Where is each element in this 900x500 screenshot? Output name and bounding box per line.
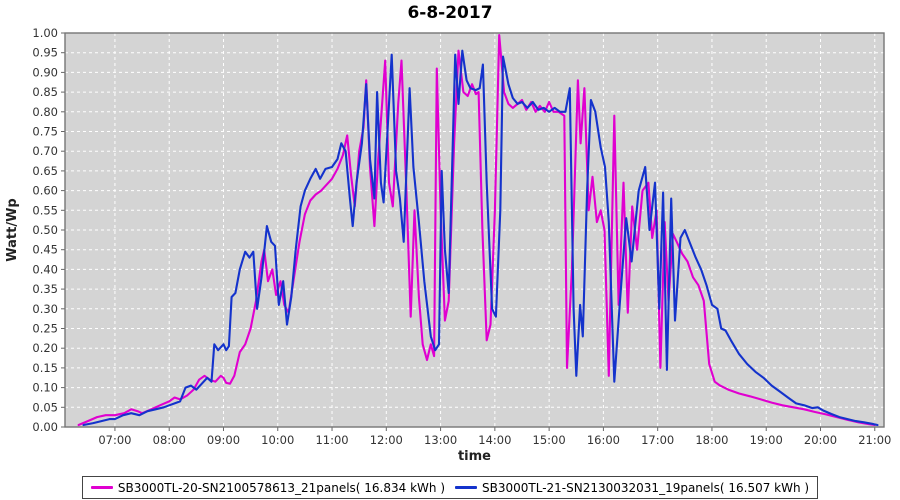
x-tick-label: 09:00 <box>207 433 240 447</box>
y-tick-label: 0.95 <box>32 46 58 60</box>
y-tick-label: 0.55 <box>32 203 58 217</box>
chart-svg: 0.00 0.05 0.10 0.15 0.20 0.25 0.30 0.35 0.40 0.45… <box>5 26 891 464</box>
y-tick-label: 0.30 <box>32 302 58 316</box>
x-tick-label: 16:00 <box>587 433 620 447</box>
plot-border <box>64 32 885 428</box>
x-tick-label: 20:00 <box>804 433 837 447</box>
x-tick-label: 17:00 <box>641 433 674 447</box>
x-tick-label: 07:00 <box>98 433 131 447</box>
y-tick-label: 0.60 <box>32 184 58 198</box>
x-tick-label: 18:00 <box>695 433 728 447</box>
y-tick-label: 0.85 <box>32 85 58 99</box>
legend: SB3000TL-20-SN2100578613_21panels( 16.83… <box>0 476 900 499</box>
x-tick-label: 15:00 <box>533 433 566 447</box>
y-tick-label: 0.10 <box>32 381 58 395</box>
legend-item-label: SB3000TL-20-SN2100578613_21panels( 16.83… <box>117 480 445 495</box>
y-tick-label: 0.65 <box>32 164 58 178</box>
x-axis-label: time <box>458 449 491 464</box>
series-line-blue <box>82 49 879 427</box>
y-tick-label: 0.35 <box>32 282 58 296</box>
y-tick-label: 0.40 <box>32 262 58 276</box>
x-tick-label: 14:00 <box>478 433 511 447</box>
legend-item-magenta: SB3000TL-20-SN2100578613_21panels( 16.83… <box>90 480 445 495</box>
y-tick-label: 0.25 <box>32 322 58 336</box>
chart-title: 6-8-2017 <box>407 3 493 23</box>
legend-item-blue: SB3000TL-21-SN2130032031_19panels( 16.50… <box>455 481 809 495</box>
x-tick-label: 21:00 <box>858 433 891 447</box>
series-line-magenta <box>77 33 876 427</box>
y-tick-label: 0.45 <box>32 243 58 257</box>
y-axis-label: Watt/Wp <box>5 198 20 261</box>
y-tick-label: 0.00 <box>32 420 58 434</box>
y-tick-label: 0.80 <box>32 105 58 119</box>
y-tick-label: 0.70 <box>32 144 58 158</box>
y-tick-label: 0.15 <box>32 361 58 375</box>
x-tick-label: 11:00 <box>315 433 348 447</box>
y-tick-label: 0.05 <box>32 400 58 414</box>
legend-line-swatch-blue <box>455 486 477 489</box>
x-tick-label: 10:00 <box>261 433 294 447</box>
y-tick-label: 0.90 <box>32 65 58 79</box>
y-tick-label: 1.00 <box>32 26 58 40</box>
y-tick-label: 0.50 <box>32 223 58 237</box>
legend-line-swatch-magenta <box>90 486 113 489</box>
y-tick-label: 0.20 <box>32 341 58 355</box>
x-tick-label: 13:00 <box>424 433 457 447</box>
y-tick-label: 0.75 <box>32 125 58 139</box>
x-tick-label: 12:00 <box>370 433 403 447</box>
legend-box: SB3000TL-20-SN2100578613_21panels( 16.83… <box>81 476 819 499</box>
x-tick-label: 19:00 <box>750 433 783 447</box>
legend-item-label: SB3000TL-21-SN2130032031_19panels( 16.50… <box>482 480 810 495</box>
x-tick-label: 08:00 <box>153 433 186 447</box>
